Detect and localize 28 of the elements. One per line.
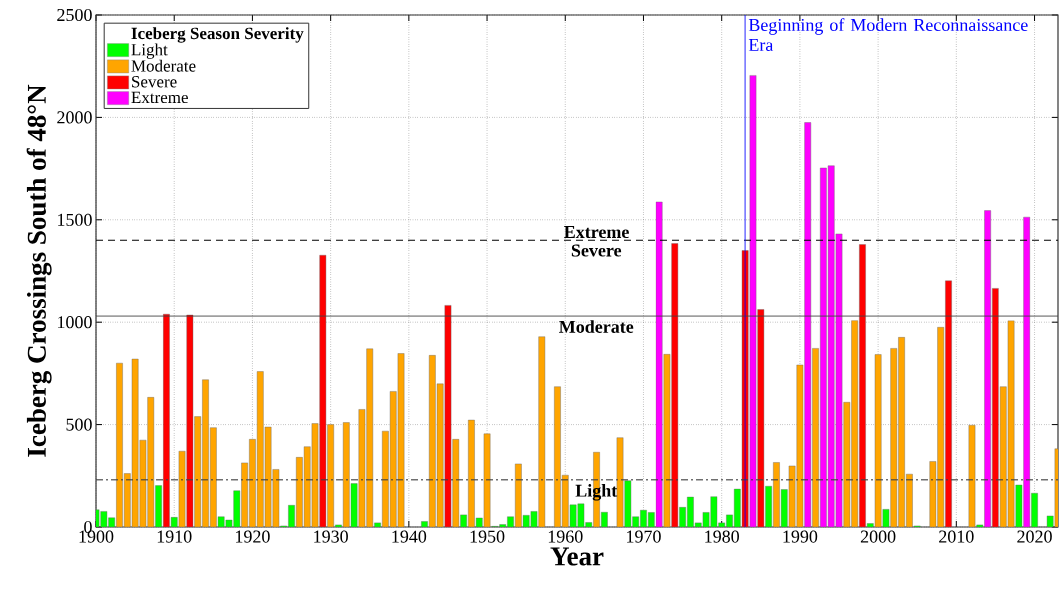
x-tick-label: 2000 [860, 530, 896, 543]
x-tick-label: 1970 [627, 530, 661, 543]
x-tick-label: 1920 [236, 530, 270, 543]
y-tick-label: 2000 [57, 111, 92, 124]
x-tick-label: 1990 [783, 530, 818, 543]
annotation: Extreme [564, 226, 629, 239]
y-tick-label: 1000 [58, 316, 92, 329]
legend-label: Moderate [131, 59, 196, 72]
legend-label: Severe [132, 76, 177, 88]
ref-line-label: Severe [571, 244, 622, 257]
x-tick-label: 1930 [314, 530, 348, 543]
ref-line-label: Beginning of Modern Reconnaissance Era [748, 18, 1028, 52]
y-axis-title: Iceberg Crossings South of 48°N [26, 84, 52, 457]
x-tick-label: 1950 [470, 530, 505, 543]
x-axis-title: Year [550, 547, 604, 566]
x-tick-label: 2010 [939, 530, 974, 543]
y-tick-label: 500 [66, 418, 92, 431]
x-tick-label: 1910 [157, 530, 192, 543]
legend-label: Extreme [131, 91, 188, 104]
ref-line-label: Moderate [559, 320, 634, 333]
x-tick-label: 1980 [705, 530, 739, 543]
y-tick-label: 2500 [57, 8, 92, 22]
x-tick-label: 1960 [548, 530, 583, 543]
legend-title: Iceberg Season Severity [131, 27, 304, 43]
legend-label: Light [131, 43, 168, 59]
x-tick-label: 1940 [392, 530, 427, 543]
x-tick-label: 2020 [1017, 530, 1052, 543]
y-tick-label: 1500 [58, 213, 92, 226]
